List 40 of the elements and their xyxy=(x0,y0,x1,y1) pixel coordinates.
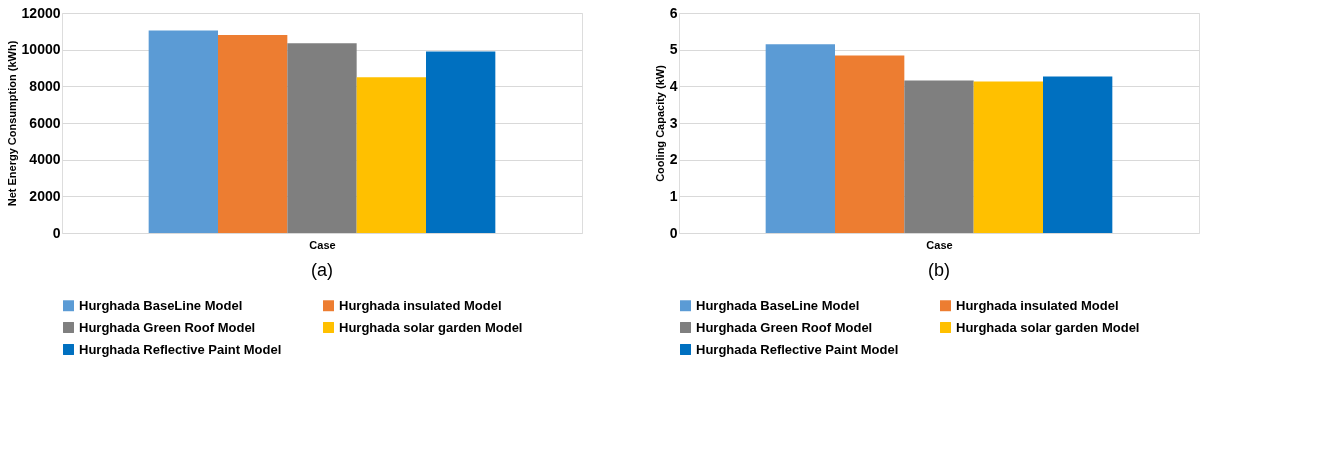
y-tick-label: 3 xyxy=(669,114,678,131)
y-tick-label: 6000 xyxy=(29,114,61,131)
legend-label: Hurghada Reflective Paint Model xyxy=(79,341,282,357)
y-tick-label: 4 xyxy=(669,77,678,94)
y-tick-label: 0 xyxy=(52,224,61,241)
y-tick-label: 6 xyxy=(669,4,678,21)
legend-label: Hurghada solar garden Model xyxy=(956,319,1140,335)
y-tick-label: 8000 xyxy=(29,77,61,94)
y-tick-label: 12000 xyxy=(21,4,61,21)
y-tick-label: 0 xyxy=(669,224,678,241)
y-axis-title: Cooling Capacity (kW) xyxy=(653,64,666,182)
bar xyxy=(287,43,357,233)
legend-label: Hurghada insulated Model xyxy=(956,297,1119,313)
x-axis-title: Case xyxy=(309,238,336,251)
bar xyxy=(148,30,218,233)
y-tick-label: 4000 xyxy=(29,151,61,168)
legend-label: Hurghada Green Roof Model xyxy=(696,319,873,335)
bar xyxy=(426,51,496,233)
bar xyxy=(835,55,905,233)
bar xyxy=(356,77,426,233)
legend-label: Hurghada Green Roof Model xyxy=(79,319,256,335)
bar xyxy=(765,44,835,233)
y-tick-label: 2000 xyxy=(29,187,61,204)
y-tick-label: 2 xyxy=(669,151,678,168)
legend-label: Hurghada solar garden Model xyxy=(339,319,523,335)
text: (a) xyxy=(311,260,333,280)
x-axis-title: Case xyxy=(926,238,953,251)
y-tick-label: 10000 xyxy=(21,41,61,58)
y-tick-label: 5 xyxy=(669,41,678,58)
legend-label: Hurghada insulated Model xyxy=(339,297,502,313)
legend-label: Hurghada BaseLine Model xyxy=(79,297,243,313)
legend-label: Hurghada Reflective Paint Model xyxy=(696,341,899,357)
bar xyxy=(1043,76,1113,233)
text: (b) xyxy=(928,260,950,280)
y-axis-title: Net Energy Consumption (kWh) xyxy=(5,40,18,207)
legend-label: Hurghada BaseLine Model xyxy=(696,297,860,313)
bar xyxy=(218,35,288,233)
bar xyxy=(904,80,974,233)
y-tick-label: 1 xyxy=(669,187,678,204)
bar xyxy=(973,81,1043,233)
